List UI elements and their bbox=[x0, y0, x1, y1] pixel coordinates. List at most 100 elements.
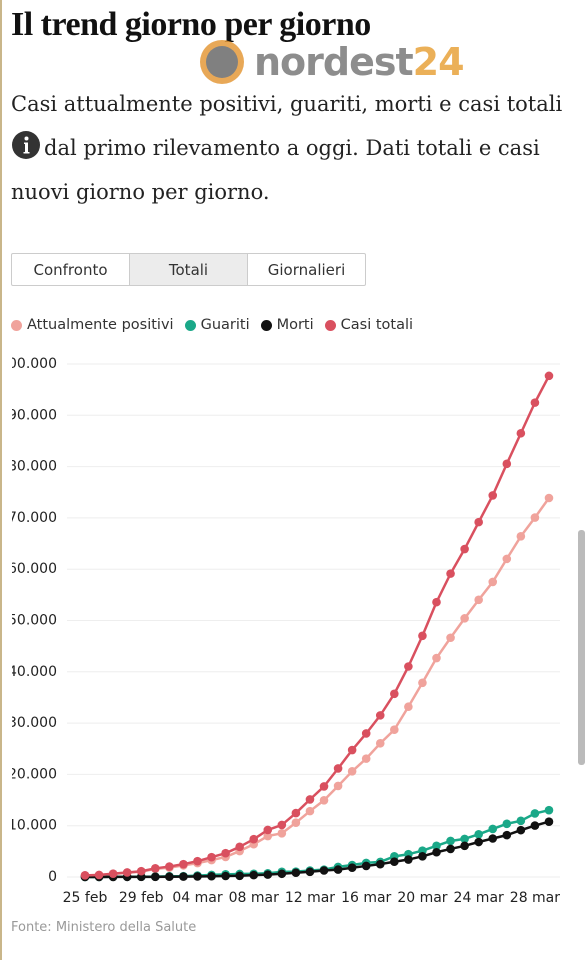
tab[interactable]: Confronto bbox=[12, 254, 130, 285]
data-point bbox=[488, 577, 498, 587]
data-point bbox=[122, 868, 132, 877]
data-point bbox=[263, 831, 273, 841]
y-tick-label: 50.000 bbox=[12, 613, 57, 629]
series-line bbox=[84, 375, 551, 877]
y-tick-label: 60.000 bbox=[12, 561, 57, 577]
data-point bbox=[179, 859, 188, 869]
watermark: nordest24 bbox=[200, 40, 465, 84]
data-point bbox=[446, 844, 455, 854]
data-point bbox=[305, 867, 315, 877]
data-point bbox=[291, 868, 301, 878]
data-point bbox=[305, 795, 315, 804]
data-point bbox=[179, 872, 188, 881]
data-point bbox=[94, 870, 104, 880]
data-point bbox=[530, 398, 540, 407]
data-point bbox=[375, 859, 385, 869]
data-point bbox=[432, 847, 441, 857]
description-text: Casi attualmente positivi, guariti, mort… bbox=[11, 92, 563, 116]
data-point bbox=[516, 816, 526, 826]
y-tick-label: 100.000 bbox=[12, 356, 57, 372]
source: Fonte: Ministero della Salute bbox=[11, 920, 197, 935]
x-tick-label: 04 mar bbox=[172, 890, 222, 906]
y-tick-label: 30.000 bbox=[12, 715, 57, 731]
legend-label: Morti bbox=[276, 317, 314, 333]
chart: 0 10.000 20.000 30.000 40.000 50.000 60.000 70.… bbox=[12, 356, 560, 906]
data-point bbox=[347, 767, 357, 776]
data-point bbox=[488, 491, 498, 500]
data-point bbox=[249, 870, 259, 880]
title: Il trend giorno per giorno bbox=[11, 6, 371, 43]
data-point bbox=[249, 834, 259, 844]
y-tick-label: 0 bbox=[48, 869, 57, 885]
data-point bbox=[291, 818, 301, 827]
data-point bbox=[516, 531, 526, 541]
y-tick-label: 10.000 bbox=[12, 818, 57, 834]
x-tick-label: 24 mar bbox=[454, 890, 504, 906]
data-point bbox=[136, 866, 146, 876]
data-point bbox=[375, 739, 385, 748]
data-point bbox=[151, 872, 160, 882]
data-point bbox=[80, 871, 90, 880]
data-point bbox=[432, 841, 441, 851]
data-point bbox=[263, 825, 273, 835]
data-point bbox=[291, 808, 301, 818]
data-point bbox=[235, 842, 244, 852]
data-point bbox=[277, 869, 287, 879]
legend-swatch bbox=[184, 319, 196, 331]
watermark-number: 24 bbox=[412, 40, 465, 84]
data-point bbox=[390, 725, 399, 735]
data-point bbox=[347, 863, 357, 873]
x-tick-label: 16 mar bbox=[341, 890, 391, 906]
legend-item[interactable]: Attualmente positivi bbox=[11, 317, 174, 333]
data-point bbox=[474, 595, 483, 605]
legend-label: Guariti bbox=[200, 317, 250, 333]
y-tick-label: 40.000 bbox=[12, 664, 57, 680]
data-point bbox=[165, 872, 174, 882]
tabs: Confronto Totali Giornalieri bbox=[11, 253, 366, 286]
data-point bbox=[502, 554, 512, 564]
data-point bbox=[390, 857, 399, 867]
data-point bbox=[277, 829, 287, 838]
x-tick-label: 29 feb bbox=[119, 890, 164, 906]
legend-item[interactable]: Guariti bbox=[184, 317, 250, 333]
data-point bbox=[235, 871, 244, 881]
y-tick-label: 70.000 bbox=[12, 510, 57, 526]
description: Casi attualmente positivi, guariti, mort… bbox=[11, 82, 576, 214]
x-tick-label: 28 mar bbox=[510, 890, 560, 906]
data-point bbox=[530, 809, 540, 818]
data-point bbox=[502, 819, 512, 829]
data-point bbox=[151, 864, 160, 873]
data-point bbox=[474, 517, 483, 527]
watermark-logo bbox=[200, 40, 244, 84]
data-point bbox=[221, 848, 230, 858]
description-text: dal primo rilevamento a oggi. Dati total… bbox=[11, 136, 540, 204]
x-tick-label: 25 feb bbox=[63, 890, 108, 906]
legend-item[interactable]: Casi totali bbox=[324, 317, 414, 333]
data-point bbox=[418, 678, 427, 688]
tab[interactable]: Totali bbox=[130, 254, 248, 285]
data-point bbox=[418, 852, 427, 861]
data-point bbox=[319, 795, 329, 805]
x-tick-label: 08 mar bbox=[229, 890, 279, 906]
tab[interactable]: Giornalieri bbox=[267, 260, 346, 279]
legend-item[interactable]: Morti bbox=[260, 317, 314, 333]
data-point bbox=[446, 569, 455, 578]
scrollbar bbox=[578, 530, 585, 765]
legend-label: Casi totali bbox=[340, 317, 414, 333]
data-point bbox=[333, 781, 343, 791]
data-point bbox=[404, 662, 413, 671]
data-point bbox=[375, 711, 385, 720]
data-point bbox=[333, 764, 343, 773]
info-icon[interactable] bbox=[12, 131, 40, 159]
data-point bbox=[165, 862, 174, 871]
data-point bbox=[446, 633, 455, 643]
data-point bbox=[544, 817, 554, 827]
data-point bbox=[544, 371, 554, 381]
data-point bbox=[193, 872, 202, 881]
data-point bbox=[502, 830, 512, 840]
data-point bbox=[460, 544, 469, 554]
x-tick-label: 20 mar bbox=[397, 890, 447, 906]
data-point bbox=[474, 829, 483, 839]
y-tick-label: 20.000 bbox=[12, 766, 57, 782]
data-point bbox=[446, 836, 455, 846]
